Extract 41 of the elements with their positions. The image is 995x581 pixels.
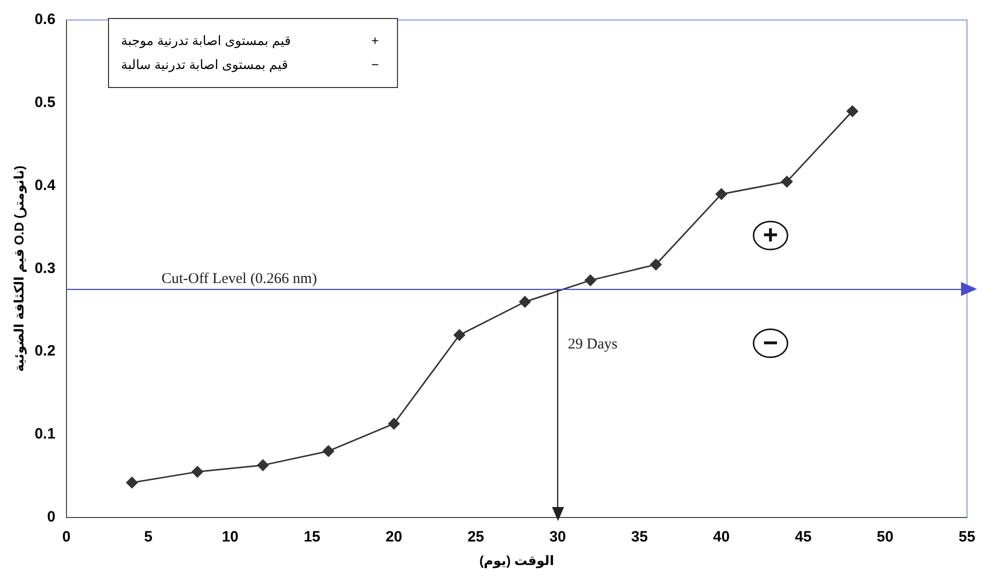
x-tick-label: 0 (62, 528, 71, 546)
text: + (371, 33, 379, 48)
x-tick-label: 30 (549, 528, 566, 546)
point (846, 105, 858, 117)
point (650, 258, 662, 270)
annotation: + (762, 220, 778, 250)
y-tick-label: 0.2 (34, 342, 56, 360)
x-axis-title: الوقت (يوم) (479, 552, 554, 569)
point (454, 329, 466, 341)
point (584, 274, 596, 286)
x-tick-label: 35 (631, 528, 648, 546)
x-tick-label: 50 (876, 528, 894, 546)
annotation: − (762, 327, 778, 358)
point (781, 176, 793, 188)
point (257, 459, 269, 471)
point (322, 445, 334, 457)
y-tick-label: 0.5 (34, 94, 56, 112)
x-tick-label: 25 (467, 528, 484, 546)
ref-line-label: Cut-Off Level (0.266 nm) (161, 270, 317, 287)
x-tick-label: 45 (794, 528, 812, 546)
y-tick-label: 0.1 (34, 426, 56, 443)
annotation: قيم بمستوى اصابة تدرنية سالبة (121, 56, 288, 74)
x-tick-label: 15 (304, 528, 320, 546)
x-tick-label: 20 (386, 528, 402, 546)
point (519, 296, 531, 308)
point (126, 476, 138, 488)
point (716, 188, 728, 200)
y-tick-label: 0 (47, 508, 56, 526)
x-tick-label: 10 (222, 528, 239, 546)
y-tick-label: 0.6 (34, 11, 56, 28)
ref-line-label: 29 Days (568, 336, 618, 352)
text: − (371, 57, 379, 72)
annotation: قيم بمستوى اصابة تدرنية موجبة (121, 32, 291, 50)
x-tick-label: 5 (144, 528, 152, 546)
y-tick-label: 0.3 (34, 260, 56, 277)
y-axis-title: قيم الكثافة الضوئية O.D (نانومتر) (11, 166, 28, 372)
x-tick-label: 40 (713, 528, 730, 546)
x-tick-label: 55 (958, 528, 976, 546)
point (192, 466, 204, 478)
y-tick-label: 0.4 (34, 176, 56, 194)
point (388, 418, 400, 430)
